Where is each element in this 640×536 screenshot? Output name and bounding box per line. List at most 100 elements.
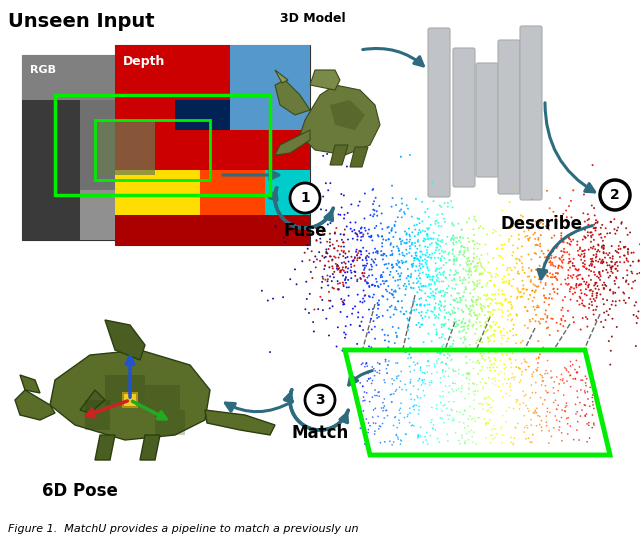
Point bbox=[589, 382, 600, 390]
Point bbox=[408, 402, 419, 411]
Point bbox=[385, 289, 395, 297]
Point bbox=[411, 262, 421, 271]
Point bbox=[362, 259, 372, 268]
Point bbox=[493, 382, 504, 391]
Point bbox=[432, 330, 442, 339]
Point bbox=[257, 286, 267, 295]
Point bbox=[328, 264, 338, 273]
Point bbox=[362, 359, 372, 367]
Point bbox=[330, 229, 340, 238]
Point bbox=[417, 282, 427, 291]
Point bbox=[506, 304, 516, 313]
Point bbox=[378, 404, 388, 412]
Point bbox=[499, 364, 509, 373]
Point bbox=[429, 305, 440, 314]
Point bbox=[438, 401, 449, 410]
Polygon shape bbox=[80, 390, 105, 413]
Point bbox=[550, 412, 561, 420]
Point bbox=[417, 198, 428, 206]
Point bbox=[527, 315, 538, 323]
Point bbox=[507, 315, 517, 324]
Point bbox=[609, 215, 620, 224]
Point bbox=[481, 327, 491, 336]
Point bbox=[588, 257, 598, 266]
Point bbox=[584, 300, 595, 308]
Point bbox=[372, 299, 383, 307]
Point bbox=[413, 430, 424, 439]
Point bbox=[432, 359, 442, 368]
Point bbox=[427, 415, 437, 424]
Point bbox=[561, 279, 571, 288]
Point bbox=[459, 273, 469, 282]
Point bbox=[572, 274, 582, 283]
Point bbox=[436, 301, 447, 309]
Point bbox=[582, 375, 592, 383]
Point bbox=[472, 282, 483, 291]
Point bbox=[408, 259, 419, 268]
Point bbox=[459, 249, 469, 257]
Point bbox=[569, 318, 579, 326]
Point bbox=[615, 237, 625, 246]
Point bbox=[338, 263, 348, 272]
Polygon shape bbox=[22, 55, 185, 240]
Point bbox=[507, 266, 517, 274]
Point bbox=[280, 237, 291, 246]
Point bbox=[463, 390, 474, 398]
Point bbox=[513, 269, 523, 278]
Point bbox=[339, 211, 349, 219]
Point bbox=[382, 264, 392, 273]
Point bbox=[459, 333, 469, 341]
Point bbox=[540, 396, 550, 404]
Point bbox=[521, 435, 531, 443]
Point bbox=[488, 310, 498, 319]
Point bbox=[465, 370, 475, 378]
Point bbox=[406, 272, 416, 280]
Point bbox=[506, 355, 516, 364]
Point bbox=[452, 289, 463, 297]
Point bbox=[313, 305, 323, 314]
Point bbox=[572, 368, 582, 377]
Point bbox=[568, 435, 579, 444]
Point bbox=[551, 241, 561, 250]
Point bbox=[527, 430, 538, 439]
Point bbox=[536, 265, 546, 273]
Point bbox=[315, 257, 325, 265]
Point bbox=[541, 257, 552, 266]
Point bbox=[425, 240, 435, 249]
Point bbox=[483, 249, 493, 258]
Point bbox=[484, 374, 494, 382]
Point bbox=[589, 204, 599, 212]
Point bbox=[444, 364, 454, 373]
Point bbox=[464, 257, 474, 265]
Point bbox=[513, 363, 524, 372]
Point bbox=[564, 255, 574, 263]
Point bbox=[518, 212, 528, 221]
Point bbox=[449, 387, 459, 396]
Point bbox=[380, 336, 390, 345]
Point bbox=[584, 265, 594, 274]
Point bbox=[420, 255, 430, 264]
Point bbox=[385, 267, 396, 276]
Point bbox=[413, 228, 424, 237]
Point bbox=[407, 240, 417, 249]
Point bbox=[468, 379, 479, 388]
Point bbox=[456, 388, 467, 396]
Point bbox=[500, 294, 511, 303]
Point bbox=[497, 312, 508, 321]
Point bbox=[461, 258, 471, 267]
Point bbox=[562, 248, 572, 257]
Point bbox=[486, 426, 497, 434]
Point bbox=[427, 275, 437, 284]
Point bbox=[346, 274, 356, 282]
Point bbox=[461, 369, 472, 377]
Point bbox=[584, 271, 594, 280]
Point bbox=[547, 373, 557, 382]
Point bbox=[431, 325, 442, 334]
Point bbox=[297, 257, 307, 265]
Point bbox=[419, 391, 429, 400]
Point bbox=[279, 233, 289, 242]
Point bbox=[422, 428, 432, 437]
Point bbox=[579, 263, 589, 271]
Point bbox=[469, 212, 479, 221]
Point bbox=[421, 296, 431, 304]
